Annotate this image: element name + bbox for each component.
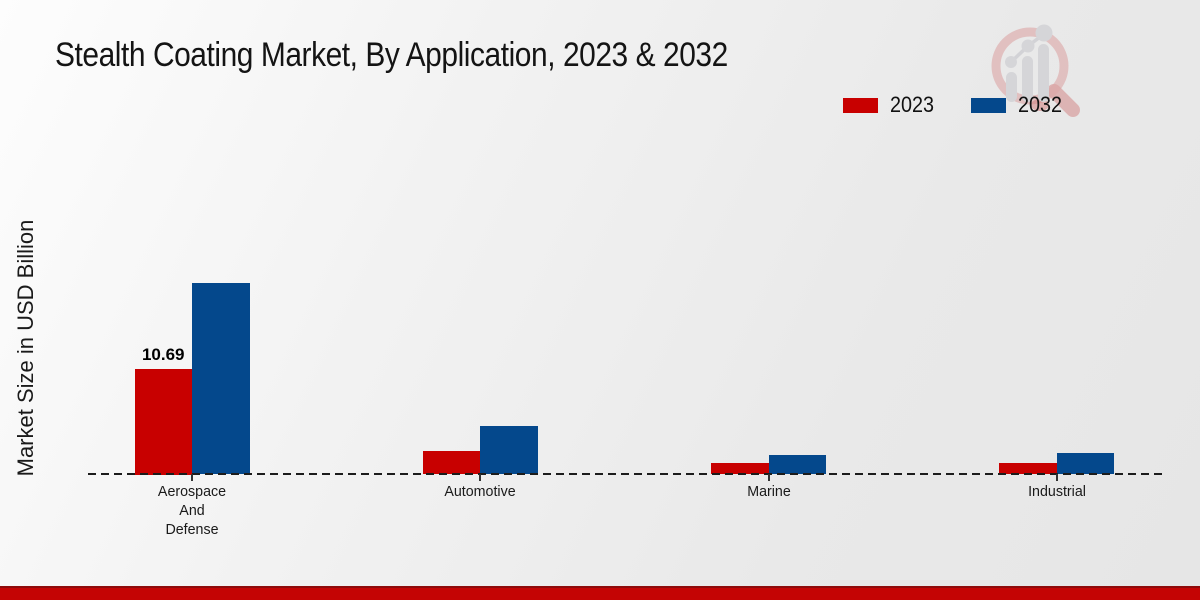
bar-2032-industrial — [1056, 452, 1115, 475]
logo-bar-large — [1038, 44, 1049, 102]
logo-red-dot — [1031, 99, 1049, 111]
logo-dot-1 — [1005, 56, 1017, 68]
logo-bar-small — [1006, 72, 1017, 102]
logo-bar-medium — [1022, 56, 1033, 102]
bar-2032-aerospace-and-defense — [192, 283, 250, 475]
category-label-industrial: Industrial — [1028, 483, 1086, 500]
bar-2023-automotive — [422, 450, 481, 475]
bar-2023-aerospace-and-defense — [134, 368, 192, 475]
x-axis-baseline — [88, 473, 1163, 475]
bar-2023-industrial — [999, 462, 1057, 475]
x-axis-tick-aerospace-and-defense — [191, 474, 193, 481]
logo-dot-2 — [1021, 39, 1035, 53]
legend-label-2032: 2032 — [1017, 92, 1063, 117]
legend-item-2023: 2023 — [843, 92, 939, 118]
x-axis-tick-automotive — [479, 474, 482, 481]
magnifier-handle-icon — [1047, 84, 1080, 117]
legend-swatch-2023 — [843, 97, 878, 113]
bar-value-label-2023-aerospace-and-defense: 10.69 — [141, 344, 185, 364]
x-axis-tick-industrial — [1055, 474, 1058, 481]
bar-2023-marine — [711, 462, 769, 475]
category-label-automotive: Automotive — [444, 483, 516, 500]
brand-watermark-logo — [991, 24, 1080, 117]
logo-dot-3 — [1035, 24, 1053, 42]
x-axis-tick-marine — [767, 474, 770, 481]
category-label-aerospace-and-defense: Aerospace And Defense — [157, 483, 227, 538]
legend-label-2023: 2023 — [890, 92, 935, 117]
legend: 2023 2032 — [843, 92, 1067, 118]
chart-title: Stealth Coating Market, By Application, … — [55, 36, 728, 74]
bar-2032-automotive — [480, 425, 538, 475]
bar-2032-marine — [768, 454, 827, 475]
legend-item-2032: 2032 — [970, 92, 1067, 118]
legend-swatch-2032 — [970, 97, 1006, 113]
category-label-marine: Marine — [746, 483, 791, 500]
footer-accent-bar — [0, 586, 1200, 600]
